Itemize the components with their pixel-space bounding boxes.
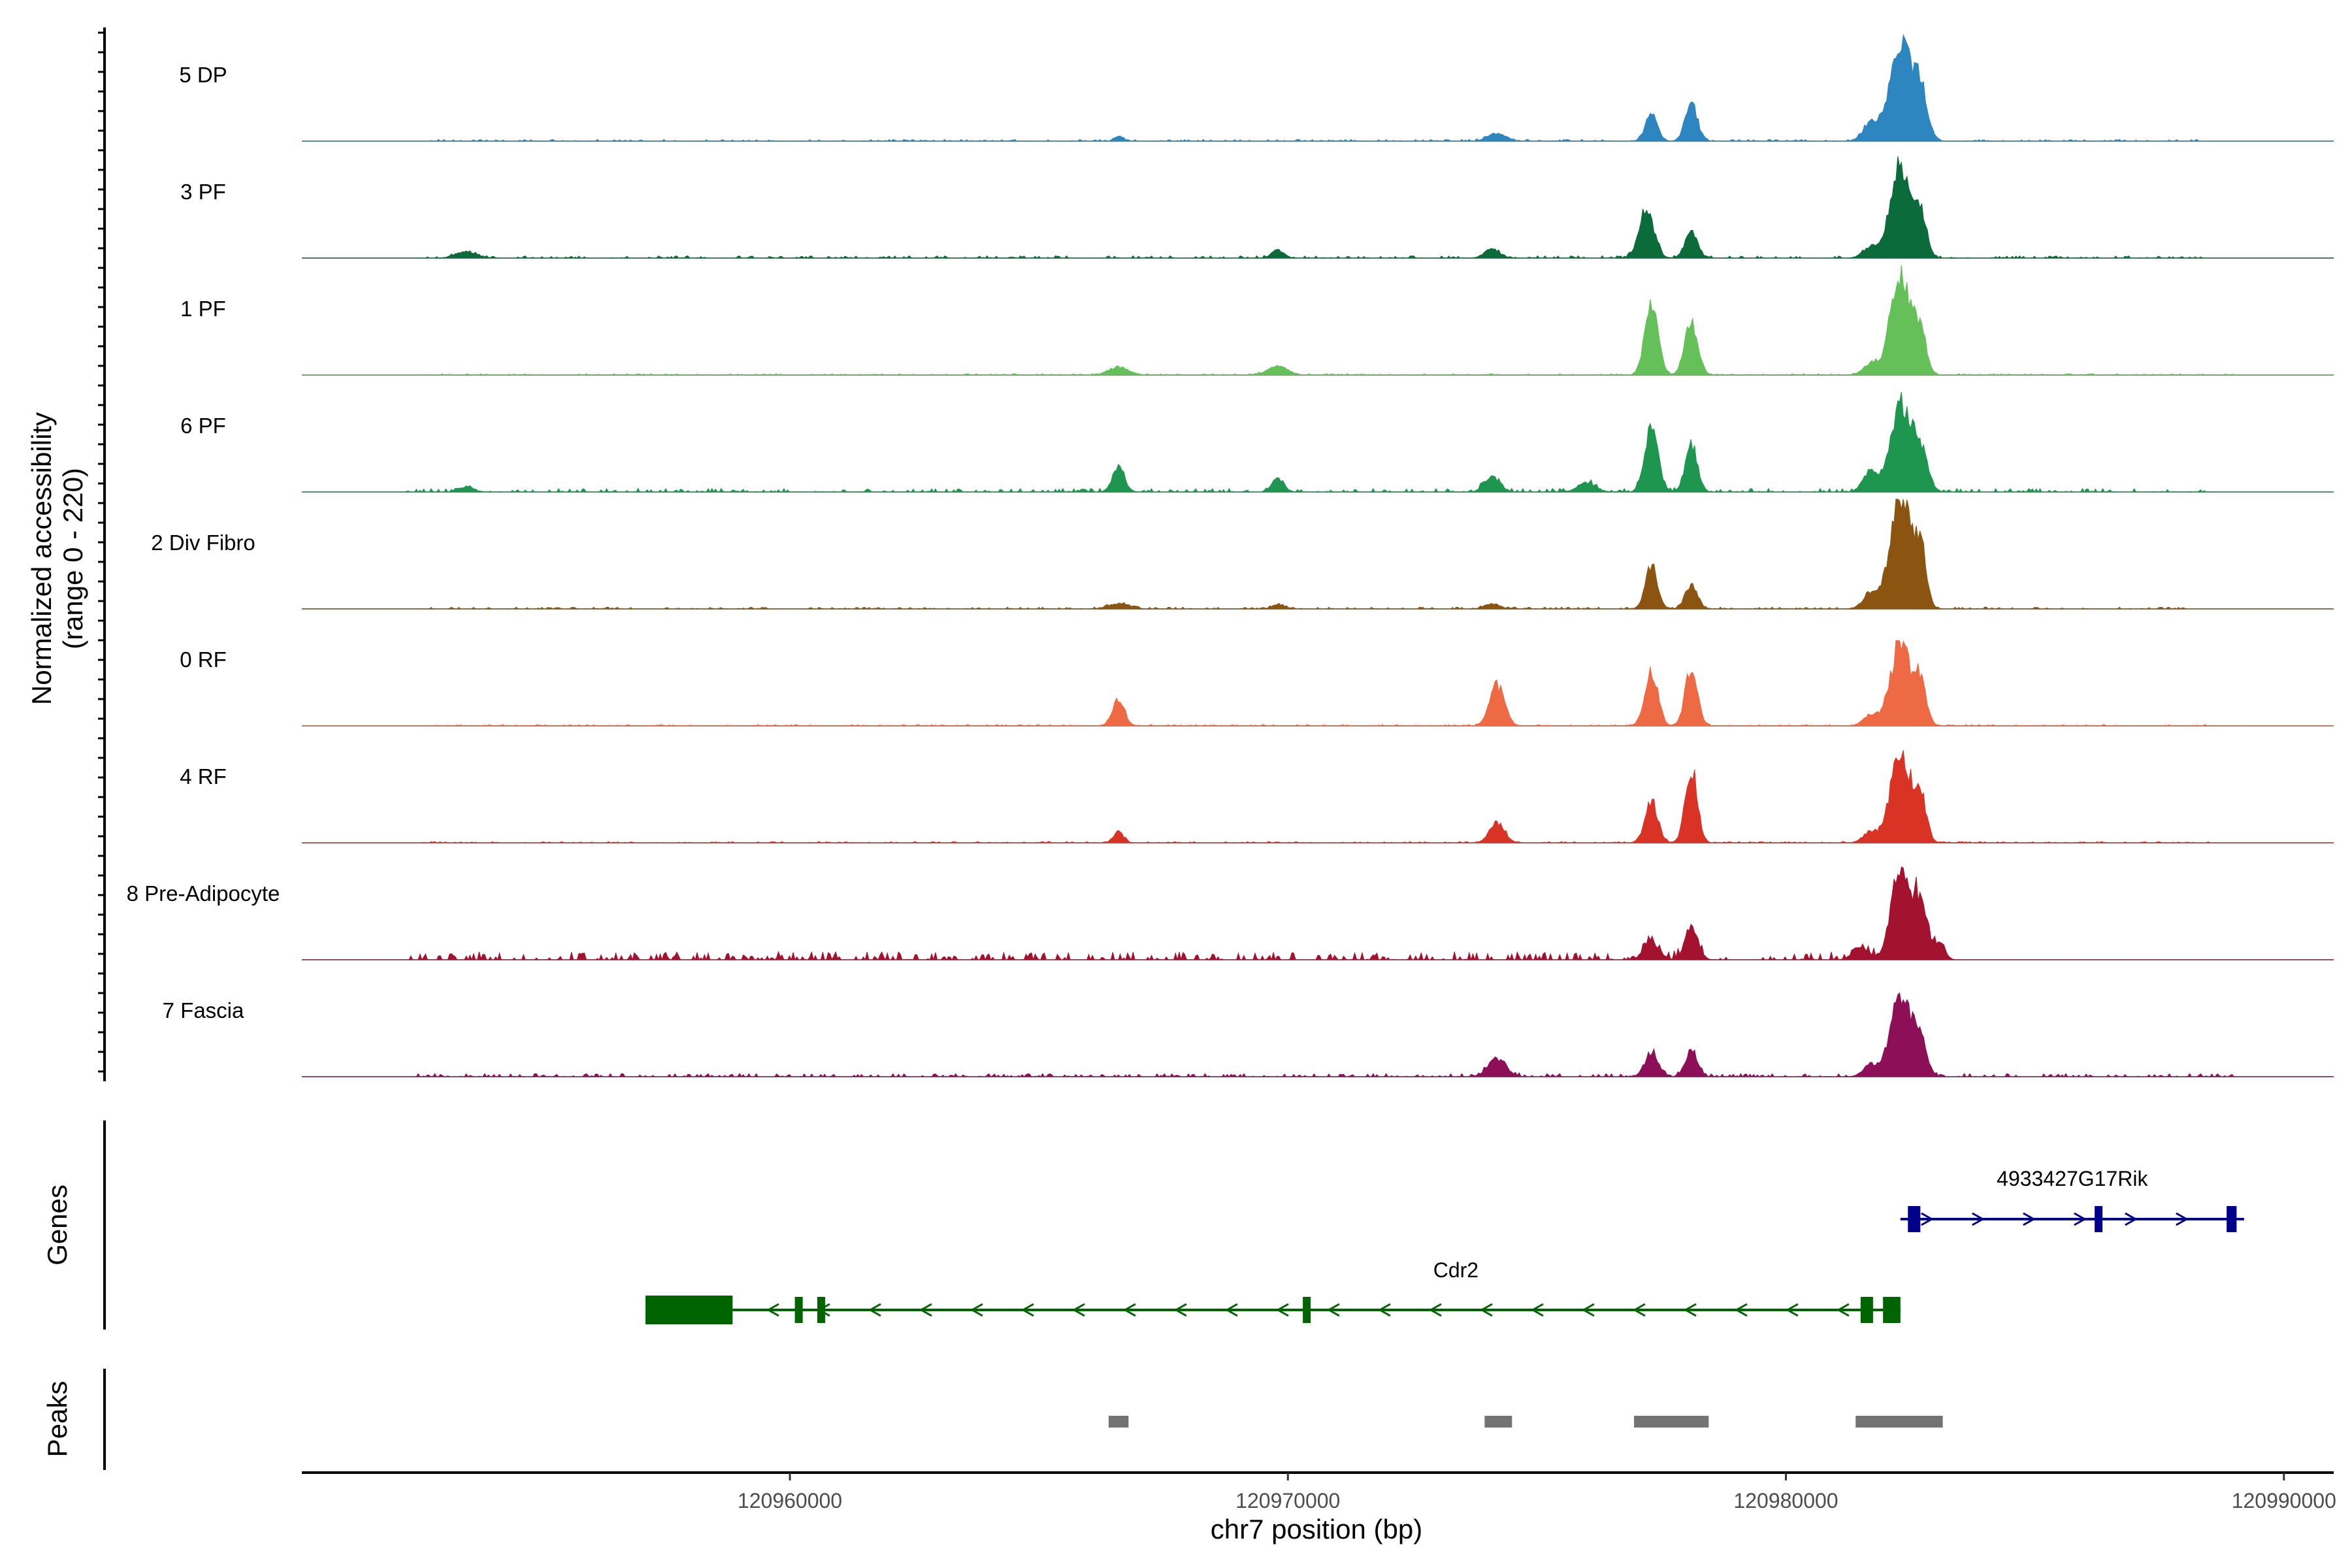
strand-arrow — [1836, 1303, 1850, 1317]
genes-panel-label: Genes — [42, 1184, 73, 1266]
strand-arrow — [1479, 1303, 1493, 1317]
coverage-area — [302, 750, 2334, 843]
peak-region — [1108, 1416, 1129, 1428]
strand-arrow — [1683, 1303, 1697, 1317]
coverage-area — [302, 392, 2334, 493]
gene-exon — [2227, 1206, 2237, 1232]
peak-region — [1634, 1416, 1709, 1428]
gene-exon — [645, 1296, 733, 1324]
gene-exon — [2095, 1206, 2103, 1232]
strand-arrow — [1581, 1303, 1595, 1317]
strand-arrow — [1275, 1303, 1289, 1317]
strand-arrow — [868, 1303, 881, 1317]
strand-arrow — [919, 1303, 932, 1317]
peak-region — [1484, 1416, 1512, 1428]
gene-exon — [1883, 1297, 1901, 1323]
peaks-panel-label: Peaks — [42, 1381, 73, 1458]
gene-exon — [1303, 1297, 1311, 1323]
coverage-track: 0 RF — [180, 640, 2334, 727]
track-label: 4 RF — [180, 764, 227, 789]
coverage-track: 8 Pre-Adipocyte — [127, 866, 2334, 961]
gene-annotation-track: Cdr2 4933427G17Rik — [645, 1167, 2244, 1324]
coverage-track: 6 PF — [180, 392, 2334, 493]
coverage-area — [302, 498, 2334, 610]
strand-arrow — [1224, 1303, 1238, 1317]
strand-arrow — [1972, 1212, 1985, 1226]
coverage-track: 7 Fascia — [163, 992, 2334, 1077]
track-label: 1 PF — [180, 297, 226, 321]
x-axis: 120960000 120970000 120980000 120990000 — [738, 1473, 2336, 1512]
coverage-track: 1 PF — [180, 265, 2334, 376]
strand-arrow — [2176, 1212, 2189, 1226]
strand-arrow — [1071, 1303, 1085, 1317]
gene-exon — [1860, 1297, 1873, 1323]
strand-arrow — [1785, 1303, 1799, 1317]
y-axis — [98, 27, 106, 1081]
strand-arrow — [2074, 1212, 2087, 1226]
coverage-area — [302, 265, 2334, 376]
coverage-area — [302, 640, 2334, 727]
strand-arrow — [970, 1303, 983, 1317]
track-label: 5 DP — [179, 63, 227, 87]
strand-arrow — [2125, 1212, 2138, 1226]
coverage-track: 3 PF — [180, 156, 2334, 259]
coverage-area — [302, 866, 2334, 961]
strand-arrow — [1428, 1303, 1442, 1317]
strand-arrow — [2023, 1212, 2036, 1226]
gene-exon — [1908, 1206, 1921, 1232]
gene-exon — [817, 1297, 825, 1323]
gene-exon — [794, 1297, 803, 1323]
track-label: 6 PF — [180, 414, 226, 438]
strand-arrow — [1530, 1303, 1544, 1317]
x-tick-label: 120990000 — [2232, 1489, 2336, 1512]
track-label: 3 PF — [180, 180, 226, 204]
coverage-area — [302, 33, 2334, 142]
coverage-tracks: 5 DP 3 PF 1 PF 6 PF 2 Div Fibro 0 RF 4 RF 8 Pre… — [127, 33, 2334, 1077]
strand-arrow — [1021, 1303, 1034, 1317]
track-label: 0 RF — [180, 647, 227, 672]
strand-arrow — [766, 1303, 779, 1317]
track-label: 7 Fascia — [163, 998, 244, 1022]
x-tick-label: 120970000 — [1235, 1489, 1340, 1512]
y-axis-title-line2: (range 0 - 220) — [57, 468, 88, 649]
strand-arrow — [1632, 1303, 1646, 1317]
strand-arrow — [1734, 1303, 1748, 1317]
strand-arrow — [1326, 1303, 1340, 1317]
gene-name-label: 4933427G17Rik — [1997, 1167, 2148, 1190]
coverage-track: 5 DP — [179, 33, 2334, 142]
coverage-track: 4 RF — [180, 750, 2334, 843]
gene-model: Cdr2 — [645, 1258, 1901, 1324]
gene-name-label: Cdr2 — [1433, 1258, 1478, 1282]
x-tick-label: 120960000 — [738, 1489, 842, 1512]
track-label: 8 Pre-Adipocyte — [127, 881, 280, 906]
peak-region-track — [1108, 1416, 1943, 1428]
peak-region — [1855, 1416, 1943, 1428]
gene-model: 4933427G17Rik — [1900, 1167, 2244, 1232]
strand-arrow — [1921, 1212, 1934, 1226]
x-axis-title: chr7 position (bp) — [1211, 1514, 1423, 1544]
coverage-area — [302, 992, 2334, 1077]
strand-arrow — [1122, 1303, 1136, 1317]
strand-arrow — [1377, 1303, 1391, 1317]
y-axis-title-line1: Normalized accessibility — [26, 412, 57, 705]
x-tick-label: 120980000 — [1733, 1489, 1838, 1512]
strand-arrow — [1173, 1303, 1187, 1317]
coverage-area — [302, 156, 2334, 259]
coverage-track: 2 Div Fibro — [151, 498, 2334, 610]
track-label: 2 Div Fibro — [151, 531, 255, 555]
